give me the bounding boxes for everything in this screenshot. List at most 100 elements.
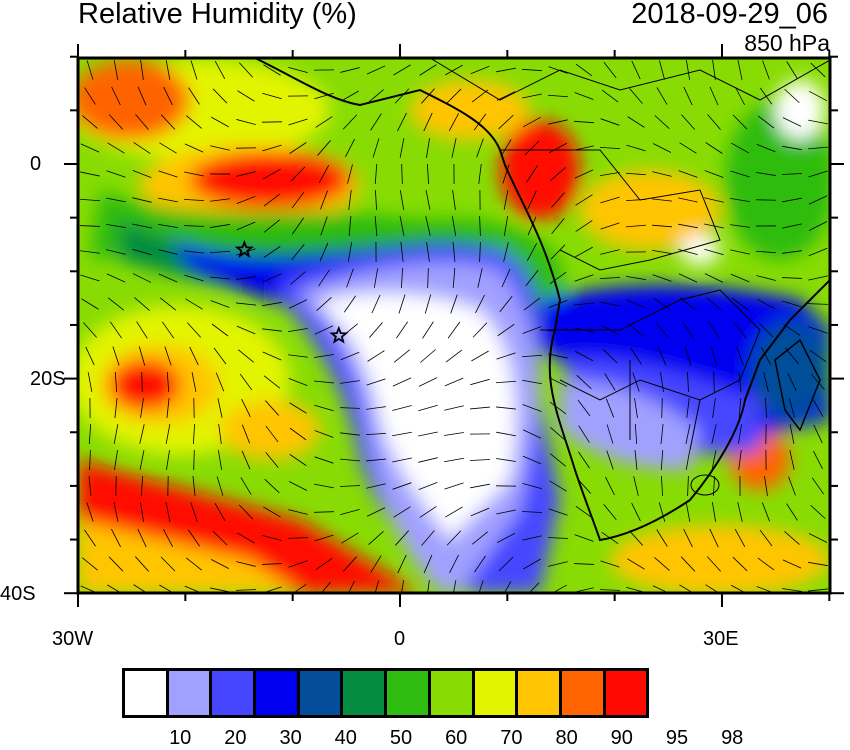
colorbar-label: 10 xyxy=(169,727,192,749)
wind-barb xyxy=(114,371,118,393)
wind-barb xyxy=(634,423,638,445)
wind-barb xyxy=(731,584,747,593)
wind-barb xyxy=(652,198,672,202)
wind-barb xyxy=(134,297,150,311)
wind-barb xyxy=(730,224,750,228)
wind-barb xyxy=(547,94,569,98)
wind-barb xyxy=(550,427,566,441)
wind-barb xyxy=(631,60,641,80)
wind-barb xyxy=(574,92,594,100)
wind-barb xyxy=(262,351,282,361)
wind-barb xyxy=(784,88,800,104)
colorbar-swatch xyxy=(430,671,475,715)
wind-barb xyxy=(366,458,386,462)
wind-barb xyxy=(288,299,308,309)
wind-barb xyxy=(84,529,96,547)
wind-barb xyxy=(548,561,568,567)
wind-barb xyxy=(732,556,748,572)
wind-barb xyxy=(578,425,590,443)
wind-barb xyxy=(140,398,144,418)
wind-barb xyxy=(713,475,715,497)
wind-barb xyxy=(521,68,543,72)
wind-barb xyxy=(86,60,94,80)
wind-barb xyxy=(237,532,255,544)
wind-barb xyxy=(523,558,541,570)
wind-barb xyxy=(401,163,403,185)
wind-barb xyxy=(605,398,615,418)
wind-barb xyxy=(808,275,828,281)
wind-barb xyxy=(470,378,490,386)
colorbar-label: 50 xyxy=(389,727,413,749)
wind-barb xyxy=(238,349,254,363)
wind-barb xyxy=(808,588,828,592)
colorbar-swatch xyxy=(518,671,562,715)
wind-barb xyxy=(525,269,539,287)
wind-barb xyxy=(550,244,566,260)
wind-barb xyxy=(422,321,434,339)
wind-barb xyxy=(497,323,515,337)
wind-barb xyxy=(420,349,436,363)
wind-barb xyxy=(652,171,672,177)
colorbar-label: 95 xyxy=(665,727,689,749)
wind-barb xyxy=(392,457,412,463)
wind-barb xyxy=(342,114,358,130)
wind-barb xyxy=(633,476,639,496)
wind-barb xyxy=(733,321,747,339)
wind-barb xyxy=(186,322,202,338)
wind-barb xyxy=(113,424,119,444)
wind-barb xyxy=(451,138,457,158)
star-marker xyxy=(329,325,349,344)
wind-barb xyxy=(548,328,568,332)
wind-barb xyxy=(137,528,147,548)
wind-barb xyxy=(764,476,768,496)
wind-barb xyxy=(577,399,591,417)
wind-barb xyxy=(630,347,642,365)
wind-barb xyxy=(522,455,542,465)
wind-barb xyxy=(574,534,594,542)
wind-barb xyxy=(393,506,411,518)
wind-barb xyxy=(655,322,669,338)
wind-barb xyxy=(628,323,644,337)
humidity-map xyxy=(64,44,844,607)
wind-barb xyxy=(288,377,308,387)
wind-barb xyxy=(549,142,567,154)
wind-barb xyxy=(159,584,175,593)
wind-barb xyxy=(705,584,720,593)
wind-barb xyxy=(758,322,774,338)
wind-barb xyxy=(210,145,230,151)
wind-barb xyxy=(423,554,433,574)
wind-barb xyxy=(730,249,750,255)
wind-barb xyxy=(366,378,386,386)
wind-barb xyxy=(503,242,509,262)
wind-barb xyxy=(685,450,691,470)
wind-barb xyxy=(548,377,568,387)
wind-barb xyxy=(782,300,802,308)
wind-barb xyxy=(236,171,256,177)
wind-barb xyxy=(502,164,510,184)
wind-barb xyxy=(368,89,384,103)
wind-barb xyxy=(86,502,94,522)
wind-barb xyxy=(164,346,172,366)
colorbar-swatch xyxy=(299,671,344,715)
wind-barb xyxy=(159,297,177,311)
wind-barb xyxy=(528,582,540,593)
wind-barb xyxy=(813,450,823,470)
wind-barb xyxy=(452,190,456,210)
wind-barb xyxy=(709,528,719,548)
wind-barb xyxy=(522,326,542,334)
wind-barb xyxy=(575,220,593,232)
wind-barb xyxy=(398,294,406,314)
wind-barb xyxy=(396,321,408,339)
wind-barb xyxy=(374,580,380,593)
wind-barb xyxy=(710,346,718,366)
wind-barb xyxy=(470,507,490,517)
wind-barb xyxy=(132,170,152,178)
colorbar-swatch xyxy=(125,671,169,715)
wind-barb xyxy=(452,242,456,262)
wind-barb xyxy=(192,476,196,496)
wind-barb xyxy=(711,450,717,470)
wind-barb xyxy=(400,267,404,289)
wind-barb xyxy=(318,165,330,183)
wind-barb xyxy=(140,502,144,522)
wind-barb xyxy=(478,164,482,184)
